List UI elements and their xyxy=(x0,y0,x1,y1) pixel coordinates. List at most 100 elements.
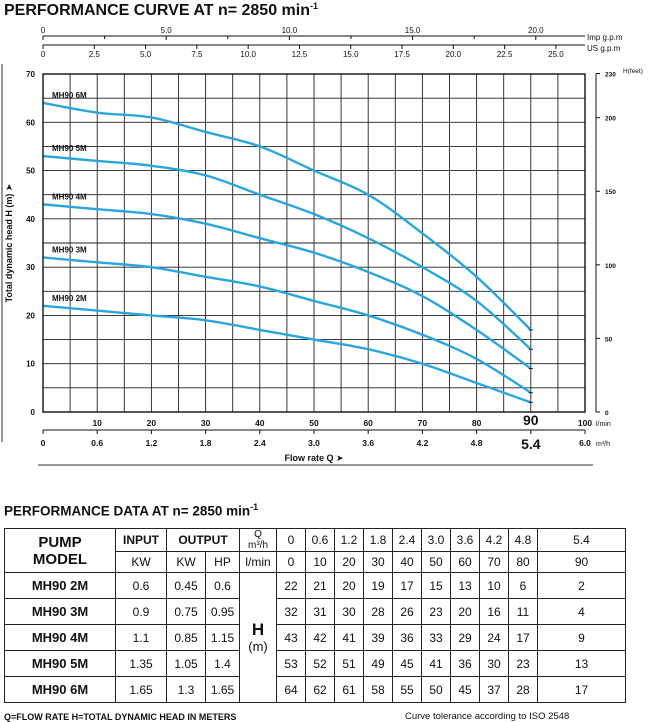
y-tick-label: 30 xyxy=(26,263,35,272)
head-value-cell: 50 xyxy=(421,676,451,703)
x-m3h-tick-label: 4.2 xyxy=(416,438,428,448)
table-row: MH90 3M 0.9 0.75 0.95 32 31 30 28 26 23 20 16 11 4 xyxy=(4,598,626,625)
head-value-cell: 36 xyxy=(392,624,422,651)
top-imp-tick-label: 0 xyxy=(41,26,46,35)
q-m3h-cell: 5.4 xyxy=(537,528,626,552)
head-value-cell: 9 xyxy=(537,624,626,651)
head-value-cell: 32 xyxy=(276,598,306,625)
x-m3h-tick-label: 1.2 xyxy=(145,438,157,448)
head-unit-cell: H (m) xyxy=(239,572,277,703)
y-tick-label: 40 xyxy=(26,215,35,224)
q-lmin-cell: 20 xyxy=(334,551,364,573)
series-curve xyxy=(42,304,532,404)
head-value-cell: 21 xyxy=(305,572,335,599)
x-lmin-tick-label: 70 xyxy=(418,418,428,428)
q-m3h-cell: 4.8 xyxy=(508,528,538,552)
chart-labels: PERFORMANCE CURVE AT n= 2850 min-1 0 10 20 3… xyxy=(4,1,643,463)
top-imp-tick-label: 10.0 xyxy=(282,26,298,35)
head-value-cell: 58 xyxy=(363,676,393,703)
head-value-cell: 17 xyxy=(537,676,626,703)
top-imp-label: Imp g.p.m xyxy=(587,33,623,42)
head-value-cell: 20 xyxy=(334,572,364,599)
x-lmin-tick-label: 90 xyxy=(523,412,539,428)
chart-curves xyxy=(42,101,533,404)
top-us-tick-label: 2.5 xyxy=(89,50,101,59)
series-label: MH90 6M xyxy=(52,91,87,100)
head-value-cell: 6 xyxy=(508,572,538,599)
x-lmin-unit: l/min xyxy=(596,421,611,428)
x-m3h-tick-label: 0.6 xyxy=(91,438,103,448)
top-us-tick-label: 15.0 xyxy=(343,50,359,59)
head-value-cell: 20 xyxy=(450,598,480,625)
head-value-cell: 64 xyxy=(276,676,306,703)
footnote-left: Q=FLOW RATE H=TOTAL DYNAMIC HEAD IN METE… xyxy=(4,712,237,722)
x-lmin-tick-label: 40 xyxy=(255,418,265,428)
input-kw-cell: 0.6 xyxy=(115,572,167,599)
top-us-tick-label: 7.5 xyxy=(191,50,203,59)
head-value-cell: 33 xyxy=(421,624,451,651)
head-value-cell: 4 xyxy=(537,598,626,625)
x-m3h-tick-label: 6.0 xyxy=(579,438,591,448)
x-lmin-tick-label: 50 xyxy=(309,418,319,428)
right-tick-label: 200 xyxy=(605,116,616,123)
head-value-cell: 36 xyxy=(450,650,480,677)
y-tick-label: 0 xyxy=(31,408,36,417)
input-unit: KW xyxy=(115,551,167,573)
series-label: MH90 2M xyxy=(52,294,87,303)
q-m3h-cell: 1.8 xyxy=(363,528,393,552)
head-value-cell: 31 xyxy=(305,598,335,625)
q-lmin-cell: 0 xyxy=(276,551,306,573)
performance-chart: PERFORMANCE CURVE AT n= 2850 min-1 0 10 20 3… xyxy=(1,1,643,466)
head-value-cell: 23 xyxy=(421,598,451,625)
head-value-cell: 28 xyxy=(363,598,393,625)
q-lmin-cell: 70 xyxy=(479,551,509,573)
output-kw-cell: 0.85 xyxy=(166,624,206,651)
head-value-cell: 30 xyxy=(334,598,364,625)
input-header: INPUT xyxy=(115,528,167,552)
top-us-tick-label: 12.5 xyxy=(292,50,308,59)
y-tick-label: 20 xyxy=(26,311,35,320)
output-hp-cell: 0.95 xyxy=(205,598,240,625)
head-value-cell: 30 xyxy=(479,650,509,677)
head-unit: (m) xyxy=(248,639,268,654)
head-value-cell: 55 xyxy=(392,676,422,703)
footnote-right: Curve tolerance according to ISO 2548 xyxy=(405,711,570,722)
x-m3h-tick-label: 3.6 xyxy=(362,438,374,448)
output-hp-cell: 0.6 xyxy=(205,572,240,599)
q-lmin-cell: 90 xyxy=(537,551,626,573)
output-kw-cell: 1.3 xyxy=(166,676,206,703)
series-curve xyxy=(42,256,532,394)
input-kw-cell: 0.9 xyxy=(115,598,167,625)
series-label: MH90 4M xyxy=(52,192,87,201)
head-value-cell: 39 xyxy=(363,624,393,651)
x-m3h-tick-label: 3.0 xyxy=(308,438,320,448)
head-value-cell: 62 xyxy=(305,676,335,703)
head-value-cell: 61 xyxy=(334,676,364,703)
q-m3h-cell: 2.4 xyxy=(392,528,422,552)
table-title: PERFORMANCE DATA AT n= 2850 min-1 xyxy=(4,502,259,519)
head-value-cell: 53 xyxy=(276,650,306,677)
output-header: OUTPUT xyxy=(166,528,240,552)
pump-model-header: PUMP MODEL xyxy=(4,528,116,573)
head-value-cell: 19 xyxy=(363,572,393,599)
output-hp-cell: 1.65 xyxy=(205,676,240,703)
q-lmin-header: l/min xyxy=(239,551,277,573)
table-row: MH90 4M 1.1 0.85 1.15 43 42 41 39 36 33 29 24 17 9 xyxy=(4,624,626,651)
q-m3h-cell: 1.2 xyxy=(334,528,364,552)
q-lmin-cell: 50 xyxy=(421,551,451,573)
x-lmin-tick-label: 30 xyxy=(201,418,211,428)
series-curve xyxy=(42,154,532,351)
head-value-cell: 29 xyxy=(450,624,480,651)
input-kw-cell: 1.35 xyxy=(115,650,167,677)
head-value-cell: 13 xyxy=(450,572,480,599)
top-imp-tick-label: 15.0 xyxy=(405,26,421,35)
right-tick-label: 0 xyxy=(605,410,609,417)
top-us-tick-label: 17.5 xyxy=(394,50,410,59)
head-value-cell: 41 xyxy=(421,650,451,677)
y-axis-label: Total dynamic head H (m) ➤ xyxy=(4,183,14,302)
head-value-cell: 23 xyxy=(508,650,538,677)
x-axis-label: Flow rate Q ➤ xyxy=(284,453,344,463)
top-us-tick-label: 5.0 xyxy=(140,50,152,59)
